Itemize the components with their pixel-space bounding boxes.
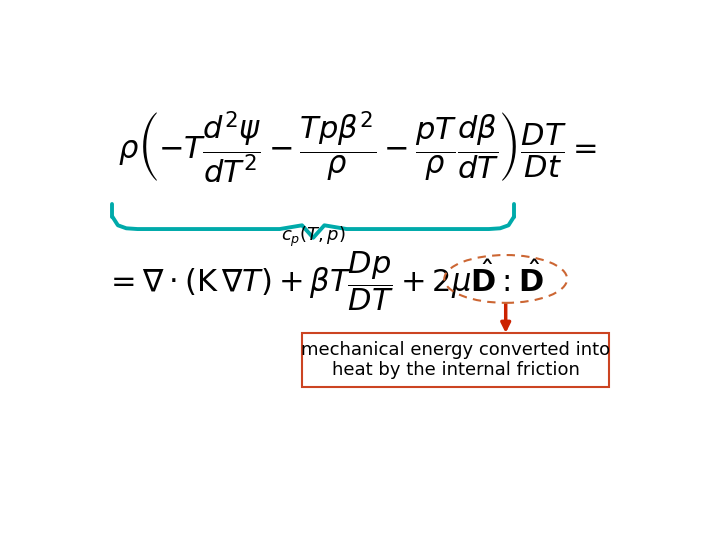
Text: mechanical energy converted into
heat by the internal friction: mechanical energy converted into heat by… (301, 341, 610, 380)
Text: $c_p(T,p)$: $c_p(T,p)$ (281, 225, 346, 249)
FancyBboxPatch shape (302, 333, 609, 387)
Text: $\rho\left(-T\dfrac{d^{2}\psi}{dT^{2}}-\dfrac{Tp\beta^{2}}{\rho}-\dfrac{pT}{\rho: $\rho\left(-T\dfrac{d^{2}\psi}{dT^{2}}-\… (118, 110, 598, 186)
Text: $=\nabla\cdot\left(\mathrm{K}\,\nabla T\right)+\beta T\dfrac{Dp}{DT}+2\mu\hat{\m: $=\nabla\cdot\left(\mathrm{K}\,\nabla T\… (105, 249, 544, 313)
